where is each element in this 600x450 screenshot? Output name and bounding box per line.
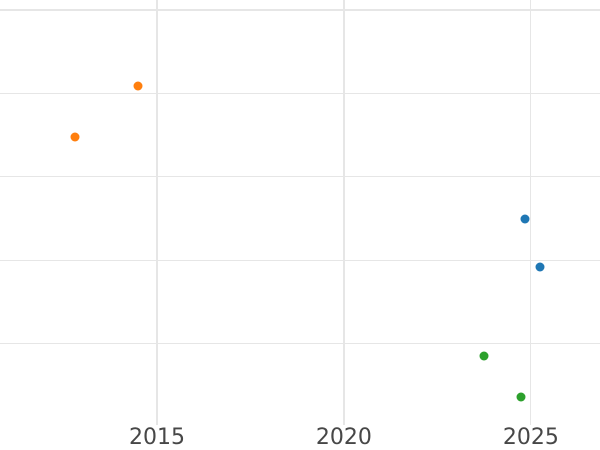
horizontal-gridline <box>0 259 600 261</box>
vertical-gridline <box>530 0 532 425</box>
horizontal-gridline <box>0 92 600 94</box>
x-tick-label: 2025 <box>502 425 559 450</box>
data-point <box>535 262 545 272</box>
data-point <box>133 81 143 91</box>
vertical-gridline <box>343 0 345 425</box>
horizontal-gridline <box>0 9 600 11</box>
horizontal-gridline <box>0 176 600 178</box>
vertical-gridline <box>156 0 158 425</box>
data-point <box>516 392 526 402</box>
horizontal-gridline <box>0 343 600 345</box>
data-point <box>520 214 530 223</box>
data-point <box>479 351 489 361</box>
data-point <box>70 132 80 142</box>
x-tick-label: 2020 <box>315 425 372 450</box>
x-tick-label: 2015 <box>129 425 185 450</box>
plot-area <box>0 0 600 425</box>
